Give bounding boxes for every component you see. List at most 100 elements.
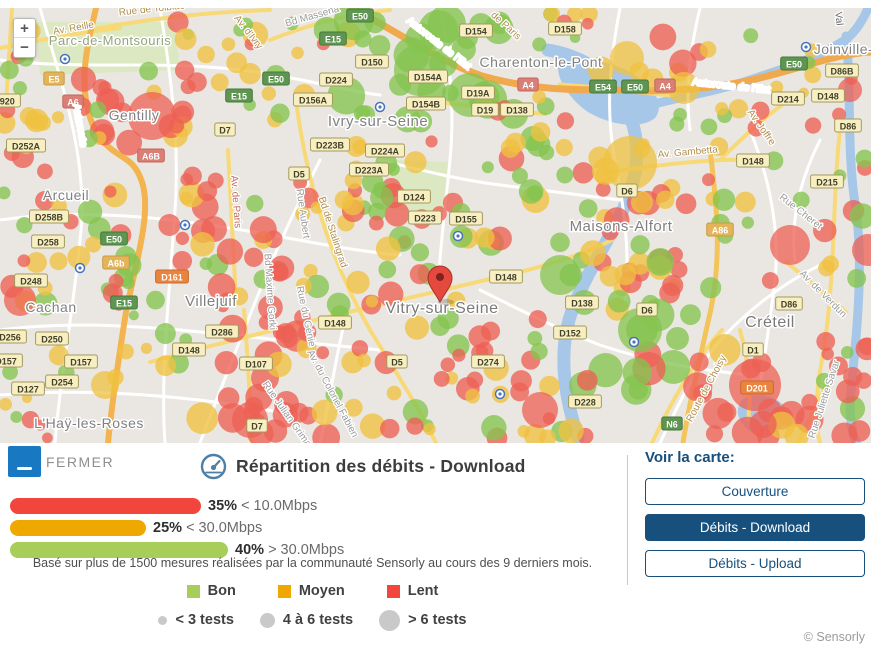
speed-distribution-bars: 35% < 10.0Mbps 25% < 30.0Mbps 40% > 30.0… [10,495,344,561]
svg-text:A86: A86 [712,226,729,236]
svg-text:E50: E50 [352,12,368,22]
svg-text:D920: D920 [0,97,15,107]
svg-text:D150: D150 [361,58,383,68]
svg-text:D148: D148 [178,346,200,356]
svg-text:D155: D155 [455,215,477,225]
speedometer-icon [200,453,227,480]
svg-text:D7: D7 [251,422,263,432]
svg-text:D157: D157 [70,358,92,368]
bar-row-medium: 25% < 30.0Mbps [10,517,344,539]
svg-text:E50: E50 [786,60,802,70]
svg-text:D127: D127 [17,385,39,395]
svg-text:D138: D138 [571,299,593,309]
svg-text:Vitry-sur-Seine: Vitry-sur-Seine [385,300,498,317]
svg-text:D154A: D154A [414,73,443,83]
svg-text:D224: D224 [325,76,347,86]
svg-text:Joinville-le-: Joinville-le- [814,41,871,57]
debits-upload-button[interactable]: Débits - Upload [645,550,865,577]
panel-title: Répartition des débits - Download [200,453,526,480]
svg-text:A6: A6 [67,98,79,108]
svg-text:Parc-de-Montsouris: Parc-de-Montsouris [49,33,171,48]
svg-text:D158: D158 [554,25,576,35]
svg-text:A4: A4 [659,82,671,92]
svg-text:D148: D148 [817,92,839,102]
good-color-swatch [186,584,200,598]
svg-text:D86B: D86B [830,67,854,77]
bar-row-slow: 35% < 10.0Mbps [10,495,344,517]
svg-text:D152: D152 [559,329,581,339]
svg-text:E50: E50 [268,75,284,85]
svg-text:D156A: D156A [299,96,328,106]
svg-text:D228: D228 [574,398,596,408]
svg-text:Charenton-le-Pont: Charenton-le-Pont [480,54,603,70]
svg-text:D286: D286 [211,328,233,338]
svg-text:D250: D250 [41,335,63,345]
minus-icon [17,467,32,470]
measures-note: Basé sur plus de 1500 mesures réalisées … [32,556,593,570]
zoom-out-button[interactable]: − [14,38,35,57]
svg-text:D256: D256 [0,333,21,343]
debits-download-button[interactable]: Débits - Download [645,514,865,541]
svg-text:D148: D148 [742,157,764,167]
bar-slow-label: 35% < 10.0Mbps [208,498,318,514]
svg-text:Créteil: Créteil [745,314,795,331]
svg-text:Av. de Paris: Av. de Paris [228,175,243,229]
svg-text:E15: E15 [116,299,132,309]
svg-text:D6: D6 [641,306,653,316]
legend-good: Bon [186,583,236,599]
svg-text:D86: D86 [840,122,857,132]
svg-text:D248: D248 [20,277,42,287]
map-svg: D154 D158 D156A D150 D224 D154A D19A D154B D19 D1… [0,8,871,443]
large-dot-icon [379,609,401,631]
svg-text:D224A: D224A [371,147,400,157]
svg-text:D148: D148 [324,319,346,329]
medium-dot-icon [259,612,275,628]
legend-many-tests: > 6 tests [379,609,467,631]
bar-good-label: 40% > 30.0Mbps [235,542,345,558]
legend-medium: Moyen [277,583,345,599]
svg-text:E54: E54 [595,83,611,93]
panel-title-text: Répartition des débits - Download [236,456,526,476]
legend-some-tests: 4 à 6 tests [259,612,353,628]
map-zoom-control: + − [13,18,36,58]
svg-text:A6b: A6b [107,259,125,269]
svg-text:D1: D1 [747,346,759,356]
sidebar-heading: Voir la carte: [645,449,735,466]
collapse-panel-button[interactable] [8,446,41,477]
svg-text:Cachan: Cachan [25,299,76,315]
svg-text:Arcueil: Arcueil [43,187,89,203]
svg-text:D148: D148 [495,273,517,283]
svg-text:D5: D5 [293,170,305,180]
zoom-in-button[interactable]: + [14,19,35,38]
svg-text:Val: Val [832,11,844,26]
svg-text:D19: D19 [477,106,494,116]
fermer-label[interactable]: FERMER [46,454,115,470]
svg-text:A4: A4 [522,81,534,91]
svg-text:E15: E15 [325,35,341,45]
map-canvas[interactable]: D154 D158 D156A D150 D224 D154A D19A D154B D19 D1… [0,8,871,443]
svg-text:D215: D215 [816,178,838,188]
map-type-sidebar: Voir la carte: Couverture Débits - Downl… [645,449,865,586]
bar-row-good: 40% > 30.0Mbps [10,539,344,561]
bar-medium [10,520,146,536]
medium-color-swatch [277,584,291,598]
svg-text:D214: D214 [777,95,799,105]
legend-slow: Lent [386,583,438,599]
quality-legend: Bon Moyen Lent [0,583,625,599]
svg-text:D124: D124 [403,193,425,203]
legend-few-tests: < 3 tests [158,612,234,628]
coverage-button[interactable]: Couverture [645,478,865,505]
svg-text:N6: N6 [666,420,678,430]
svg-text:Villejuif: Villejuif [185,293,237,310]
svg-text:Maisons-Alfort: Maisons-Alfort [570,218,673,235]
svg-text:D252A: D252A [12,142,41,152]
svg-text:E5: E5 [48,75,59,85]
svg-text:D6: D6 [621,187,633,197]
svg-text:D254: D254 [51,378,73,388]
slow-color-swatch [386,584,400,598]
svg-text:D201: D201 [746,384,768,394]
small-dot-icon [158,615,168,625]
svg-text:D274: D274 [477,358,499,368]
bar-good [10,542,228,558]
